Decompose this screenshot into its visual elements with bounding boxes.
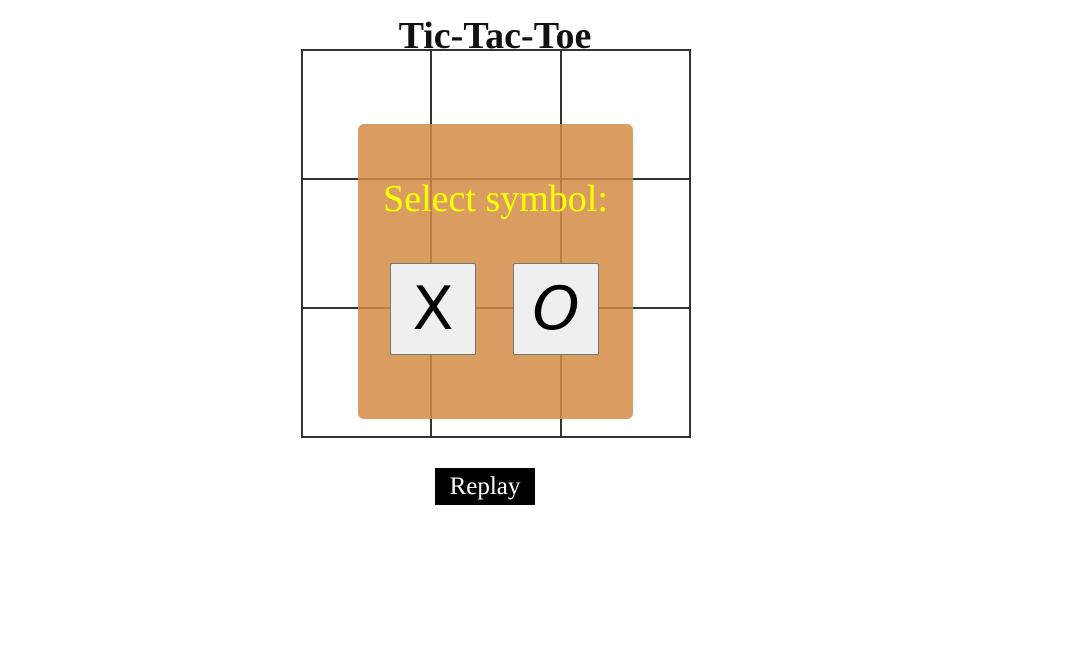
symbol-o-button[interactable]: O (513, 263, 599, 355)
symbol-select-modal: Select symbol: X O (358, 124, 633, 419)
symbol-x-button[interactable]: X (390, 263, 476, 355)
select-symbol-prompt: Select symbol: (383, 178, 608, 220)
replay-button[interactable]: Replay (435, 468, 535, 505)
